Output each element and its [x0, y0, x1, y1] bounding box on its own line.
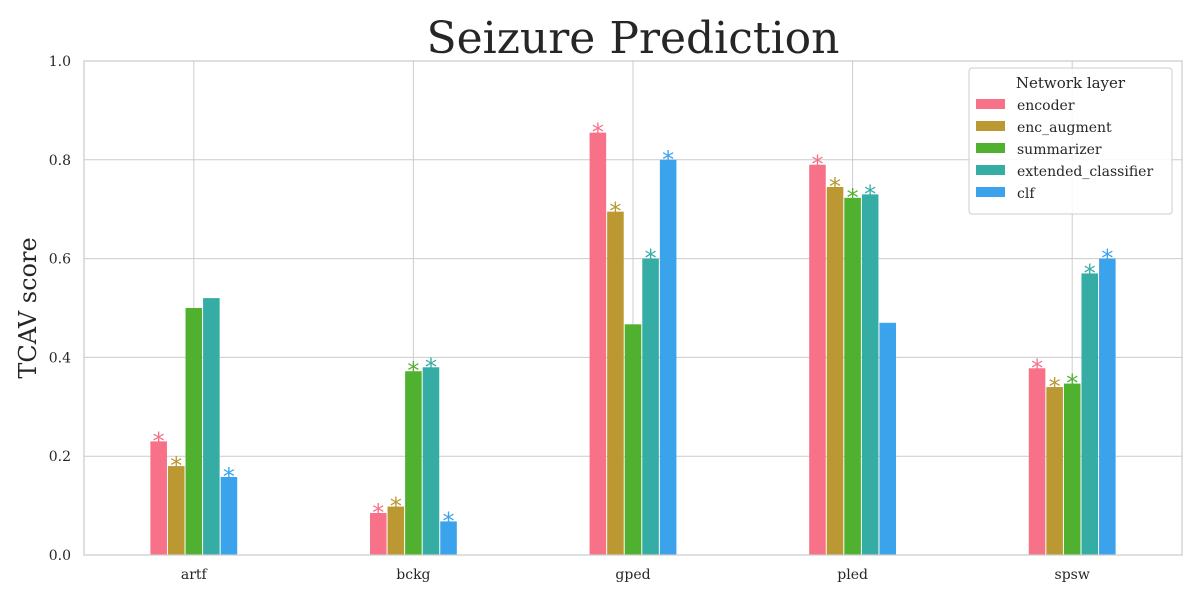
bar-extended_classifier-bckg — [422, 367, 440, 555]
bar-summarizer-pled — [844, 197, 861, 555]
plot-frame — [83, 60, 1183, 556]
significance-markers: ********************* — [153, 119, 1114, 536]
bar-clf-pled — [879, 322, 897, 555]
significance-star: * — [1049, 373, 1061, 401]
bar-extended_classifier-artf — [203, 298, 220, 555]
significance-star: * — [153, 427, 165, 455]
bar-summarizer-spsw — [1063, 383, 1081, 555]
bar-clf-gped — [659, 159, 677, 556]
legend: Network layer encoder enc_augment summarize… — [968, 67, 1173, 215]
y-axis-label: TCAV score — [14, 237, 42, 378]
significance-star: * — [829, 173, 841, 201]
bar-encoder-pled — [809, 164, 826, 556]
x-tick-label: artf — [181, 567, 209, 583]
legend-swatch-encoder — [976, 99, 1005, 109]
significance-star: * — [443, 507, 455, 535]
significance-star: * — [1031, 354, 1043, 382]
legend-label-enc_augment: enc_augment — [1017, 120, 1112, 136]
bar-enc_augment-artf — [167, 466, 185, 555]
bar-summarizer-artf — [185, 308, 203, 555]
legend-swatch-extended_classifier — [976, 165, 1005, 175]
significance-star: * — [592, 119, 604, 147]
y-tick-label: 0.4 — [49, 350, 71, 366]
significance-star: * — [425, 353, 437, 381]
bar-enc_augment-gped — [607, 211, 624, 556]
y-tick-label: 0.6 — [49, 252, 71, 268]
bar-clf-spsw — [1099, 258, 1116, 555]
bars — [150, 132, 1116, 556]
y-tick-label: 0.2 — [49, 449, 71, 465]
significance-star: * — [811, 151, 823, 179]
significance-star: * — [864, 180, 876, 208]
x-tick-label: bckg — [396, 567, 430, 583]
significance-star: * — [390, 493, 402, 521]
significance-star: * — [170, 452, 182, 480]
bar-encoder-gped — [589, 132, 607, 555]
legend-title: Network layer — [1016, 74, 1126, 92]
significance-star: * — [1084, 259, 1096, 287]
bar-enc_augment-spsw — [1046, 387, 1063, 555]
bar-extended_classifier-pled — [861, 194, 879, 555]
legend-swatch-summarizer — [976, 143, 1005, 153]
x-tick-label: gped — [615, 567, 650, 583]
axes: 0.0 0.2 0.4 0.6 0.8 1.0 artf bckg gped pled spsw — [49, 54, 1183, 583]
significance-star: * — [407, 357, 419, 385]
significance-star: * — [609, 198, 621, 226]
significance-star: * — [662, 146, 674, 174]
legend-label-summarizer: summarizer — [1017, 142, 1102, 158]
legend-label-encoder: encoder — [1017, 98, 1075, 114]
bar-clf-bckg — [440, 521, 457, 555]
bar-extended_classifier-gped — [642, 258, 659, 555]
legend-box — [968, 67, 1173, 215]
legend-label-clf: clf — [1017, 186, 1036, 202]
bar-enc_augment-pled — [826, 186, 844, 555]
significance-star: * — [372, 499, 384, 527]
chart-title: Seizure Prediction — [427, 13, 840, 64]
x-tick-label: spsw — [1055, 567, 1090, 583]
y-tick-label: 0.0 — [49, 548, 71, 564]
y-tick-label: 1.0 — [49, 54, 71, 70]
significance-star: * — [645, 245, 657, 273]
bar-encoder-bckg — [369, 513, 387, 555]
legend-swatch-enc_augment — [976, 121, 1005, 131]
significance-star: * — [223, 463, 235, 491]
bar-summarizer-bckg — [405, 371, 422, 555]
bar-summarizer-gped — [624, 324, 642, 555]
bar-extended_classifier-spsw — [1081, 273, 1099, 555]
legend-label-extended_classifier: extended_classifier — [1017, 164, 1153, 180]
significance-star: * — [1066, 370, 1078, 398]
y-tick-label: 0.8 — [49, 153, 71, 169]
bar-clf-artf — [220, 476, 238, 555]
bar-encoder-spsw — [1028, 368, 1046, 555]
significance-star: * — [1101, 245, 1113, 273]
significance-star: * — [847, 184, 859, 212]
legend-swatch-clf — [976, 187, 1005, 197]
bar-encoder-artf — [150, 441, 167, 555]
x-tick-label: pled — [837, 567, 868, 583]
bar-enc_augment-bckg — [387, 506, 405, 555]
